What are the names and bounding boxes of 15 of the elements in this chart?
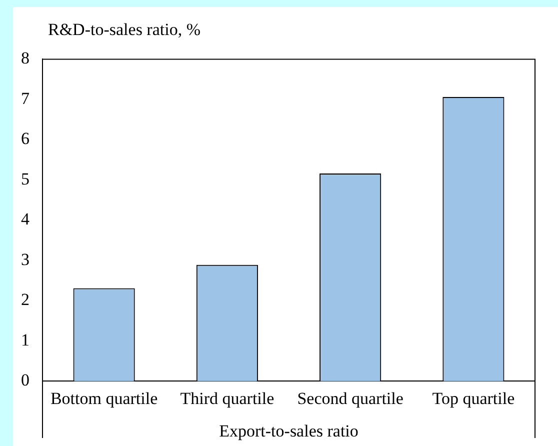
x-tick-label: Bottom quartile	[50, 388, 158, 408]
y-tick-label: 3	[21, 250, 30, 269]
y-tick-label: 2	[21, 290, 30, 310]
y-tick-label: 0	[21, 370, 30, 390]
y-tick-label: 4	[21, 210, 30, 229]
x-tick-label: Top quartile	[432, 388, 515, 408]
x-tick-label: Second quartile	[297, 388, 404, 408]
y-tick-label: 5	[21, 169, 30, 188]
y-tick-label: 7	[21, 88, 30, 108]
x-tick-label: Third quartile	[180, 388, 274, 408]
y-tick-label: 8	[21, 48, 30, 68]
x-axis-title: Export-to-sales ratio	[219, 421, 358, 440]
y-tick-label: 1	[21, 330, 30, 350]
y-tick-label: 6	[21, 129, 30, 148]
y-axis-title: R&D-to-sales ratio, %	[48, 20, 200, 40]
